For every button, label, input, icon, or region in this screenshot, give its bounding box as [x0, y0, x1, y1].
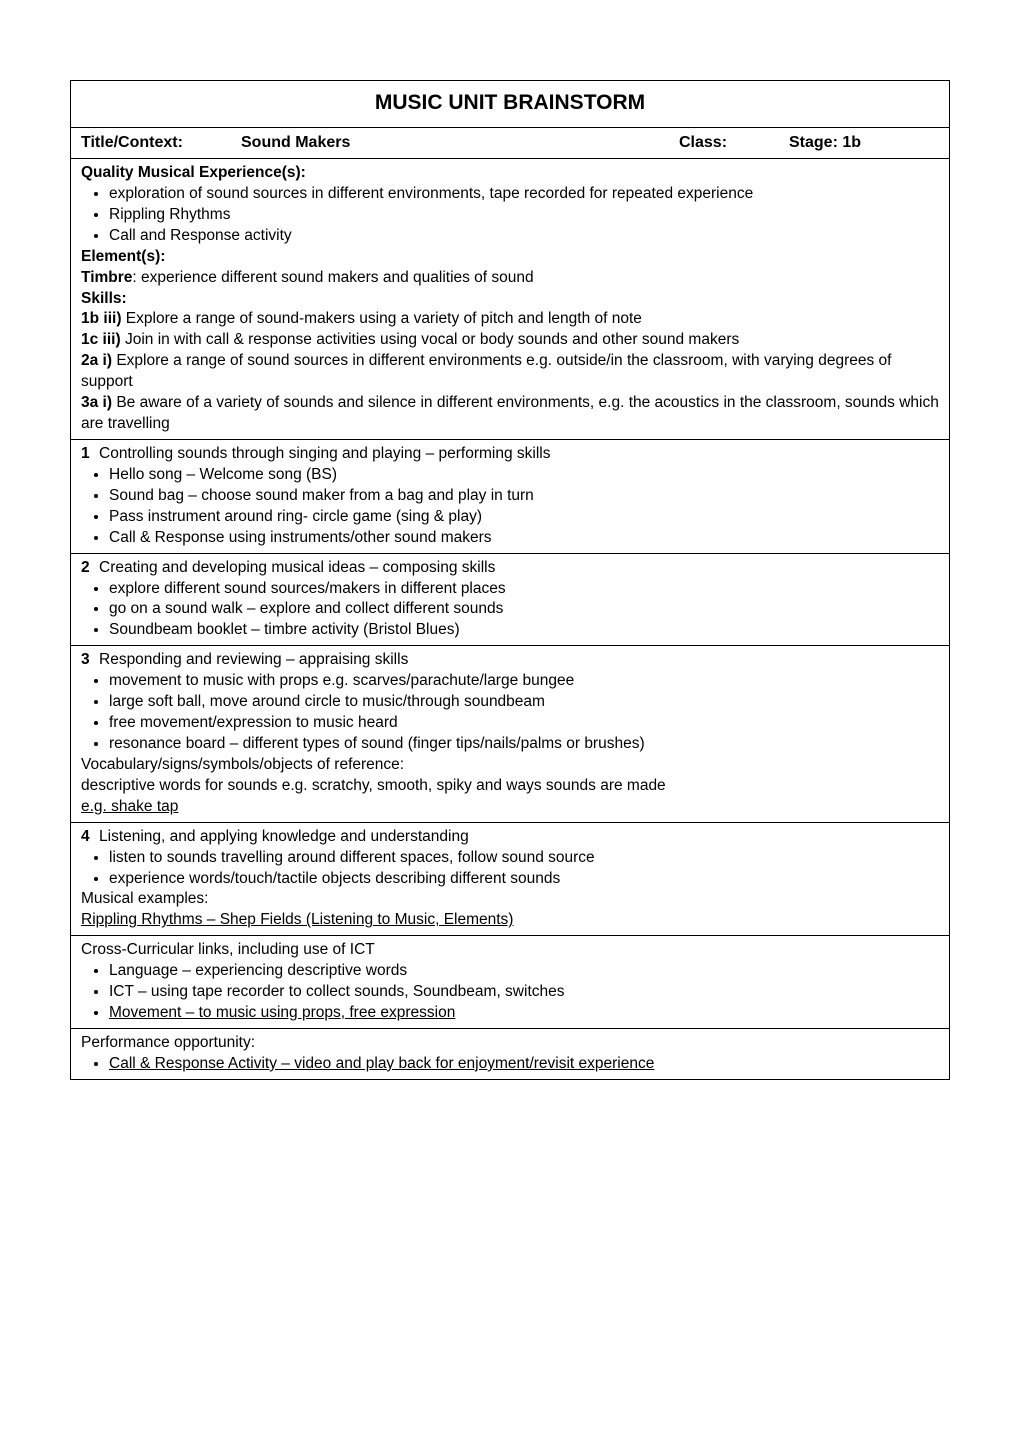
list-item: Sound bag – choose sound maker from a ba… [109, 486, 939, 507]
skill-code: 1c iii) [81, 331, 121, 348]
timbre-label: Timbre [81, 269, 132, 286]
perf-heading: Performance opportunity: [81, 1033, 939, 1054]
list-item: Language – experiencing descriptive word… [109, 961, 939, 982]
list-item: exploration of sound sources in differen… [109, 184, 939, 205]
class-label: Class: [679, 134, 789, 152]
list-item: Soundbeam booklet – timbre activity (Bri… [109, 620, 939, 641]
section-title: Responding and reviewing – appraising sk… [99, 651, 408, 668]
list-item: Hello song – Welcome song (BS) [109, 465, 939, 486]
quality-musical-experience: Quality Musical Experience(s): explorati… [71, 159, 949, 440]
section-num: 4 [81, 827, 99, 848]
timbre-line: Timbre: experience different sound maker… [81, 268, 939, 289]
section-4-heading: 4Listening, and applying knowledge and u… [81, 827, 939, 848]
list-item: resonance board – different types of sou… [109, 734, 939, 755]
section-1-heading: 1Controlling sounds through singing and … [81, 444, 939, 465]
list-item: Rippling Rhythms [109, 205, 939, 226]
section-num: 2 [81, 558, 99, 579]
list-item: explore different sound sources/makers i… [109, 579, 939, 600]
elements-label: Element(s): [81, 247, 939, 268]
list-item: Call & Response using instruments/other … [109, 528, 939, 549]
skill-text: Be aware of a variety of sounds and sile… [81, 394, 939, 432]
section-num: 3 [81, 650, 99, 671]
section-1: 1Controlling sounds through singing and … [71, 440, 949, 554]
skill-code: 2a i) [81, 352, 112, 369]
section-4-list: listen to sounds travelling around diffe… [81, 848, 939, 890]
doc-title: MUSIC UNIT BRAINSTORM [71, 81, 949, 128]
title-context-label: Title/Context: [81, 134, 241, 152]
skill-line: 1b iii) Explore a range of sound-makers … [81, 309, 939, 330]
header-row: Title/Context: Sound Makers Class: Stage… [71, 128, 949, 159]
section-title: Controlling sounds through singing and p… [99, 445, 550, 462]
section-3: 3Responding and reviewing – appraising s… [71, 646, 949, 822]
list-item: movement to music with props e.g. scarve… [109, 671, 939, 692]
skill-text: Explore a range of sound sources in diff… [81, 352, 891, 390]
timbre-text: : experience different sound makers and … [132, 269, 533, 286]
list-item: Call and Response activity [109, 226, 939, 247]
section-num: 1 [81, 444, 99, 465]
section-2-list: explore different sound sources/makers i… [81, 579, 939, 642]
list-item: ICT – using tape recorder to collect sou… [109, 982, 939, 1003]
list-item: experience words/touch/tactile objects d… [109, 869, 939, 890]
musical-examples-label: Musical examples: [81, 889, 939, 910]
skill-line: 1c iii) Join in with call & response act… [81, 330, 939, 351]
vocab-text: descriptive words for sounds e.g. scratc… [81, 776, 939, 797]
list-item: Movement – to music using props, free ex… [109, 1003, 939, 1024]
section-3-list: movement to music with props e.g. scarve… [81, 671, 939, 755]
cross-heading: Cross-Curricular links, including use of… [81, 940, 939, 961]
perf-list: Call & Response Activity – video and pla… [81, 1054, 939, 1075]
cross-curricular: Cross-Curricular links, including use of… [71, 936, 949, 1029]
qme-list: exploration of sound sources in differen… [81, 184, 939, 247]
skills-label: Skills: [81, 289, 939, 310]
list-item: free movement/expression to music heard [109, 713, 939, 734]
skill-code: 1b iii) [81, 310, 121, 327]
section-title: Listening, and applying knowledge and un… [99, 828, 469, 845]
section-title: Creating and developing musical ideas – … [99, 559, 495, 576]
list-item: go on a sound walk – explore and collect… [109, 599, 939, 620]
skill-text: Explore a range of sound-makers using a … [121, 310, 641, 327]
stage-label: Stage: 1b [789, 134, 939, 152]
section-3-heading: 3Responding and reviewing – appraising s… [81, 650, 939, 671]
performance-opportunity: Performance opportunity: Call & Response… [71, 1029, 949, 1079]
musical-examples-text: Rippling Rhythms – Shep Fields (Listenin… [81, 910, 939, 931]
list-item: Pass instrument around ring- circle game… [109, 507, 939, 528]
vocab-example: e.g. shake tap [81, 797, 939, 818]
skill-line: 3a i) Be aware of a variety of sounds an… [81, 393, 939, 435]
skill-line: 2a i) Explore a range of sound sources i… [81, 351, 939, 393]
skill-code: 3a i) [81, 394, 112, 411]
cross-list: Language – experiencing descriptive word… [81, 961, 939, 1024]
list-item: Call & Response Activity – video and pla… [109, 1054, 939, 1075]
section-1-list: Hello song – Welcome song (BS) Sound bag… [81, 465, 939, 549]
list-item: large soft ball, move around circle to m… [109, 692, 939, 713]
vocab-label: Vocabulary/signs/symbols/objects of refe… [81, 755, 939, 776]
title-context-value: Sound Makers [241, 134, 679, 152]
section-2: 2Creating and developing musical ideas –… [71, 554, 949, 647]
skill-text: Join in with call & response activities … [121, 331, 740, 348]
list-item: listen to sounds travelling around diffe… [109, 848, 939, 869]
qme-heading: Quality Musical Experience(s): [81, 163, 939, 184]
document-frame: MUSIC UNIT BRAINSTORM Title/Context: Sou… [70, 80, 950, 1080]
section-2-heading: 2Creating and developing musical ideas –… [81, 558, 939, 579]
section-4: 4Listening, and applying knowledge and u… [71, 823, 949, 937]
